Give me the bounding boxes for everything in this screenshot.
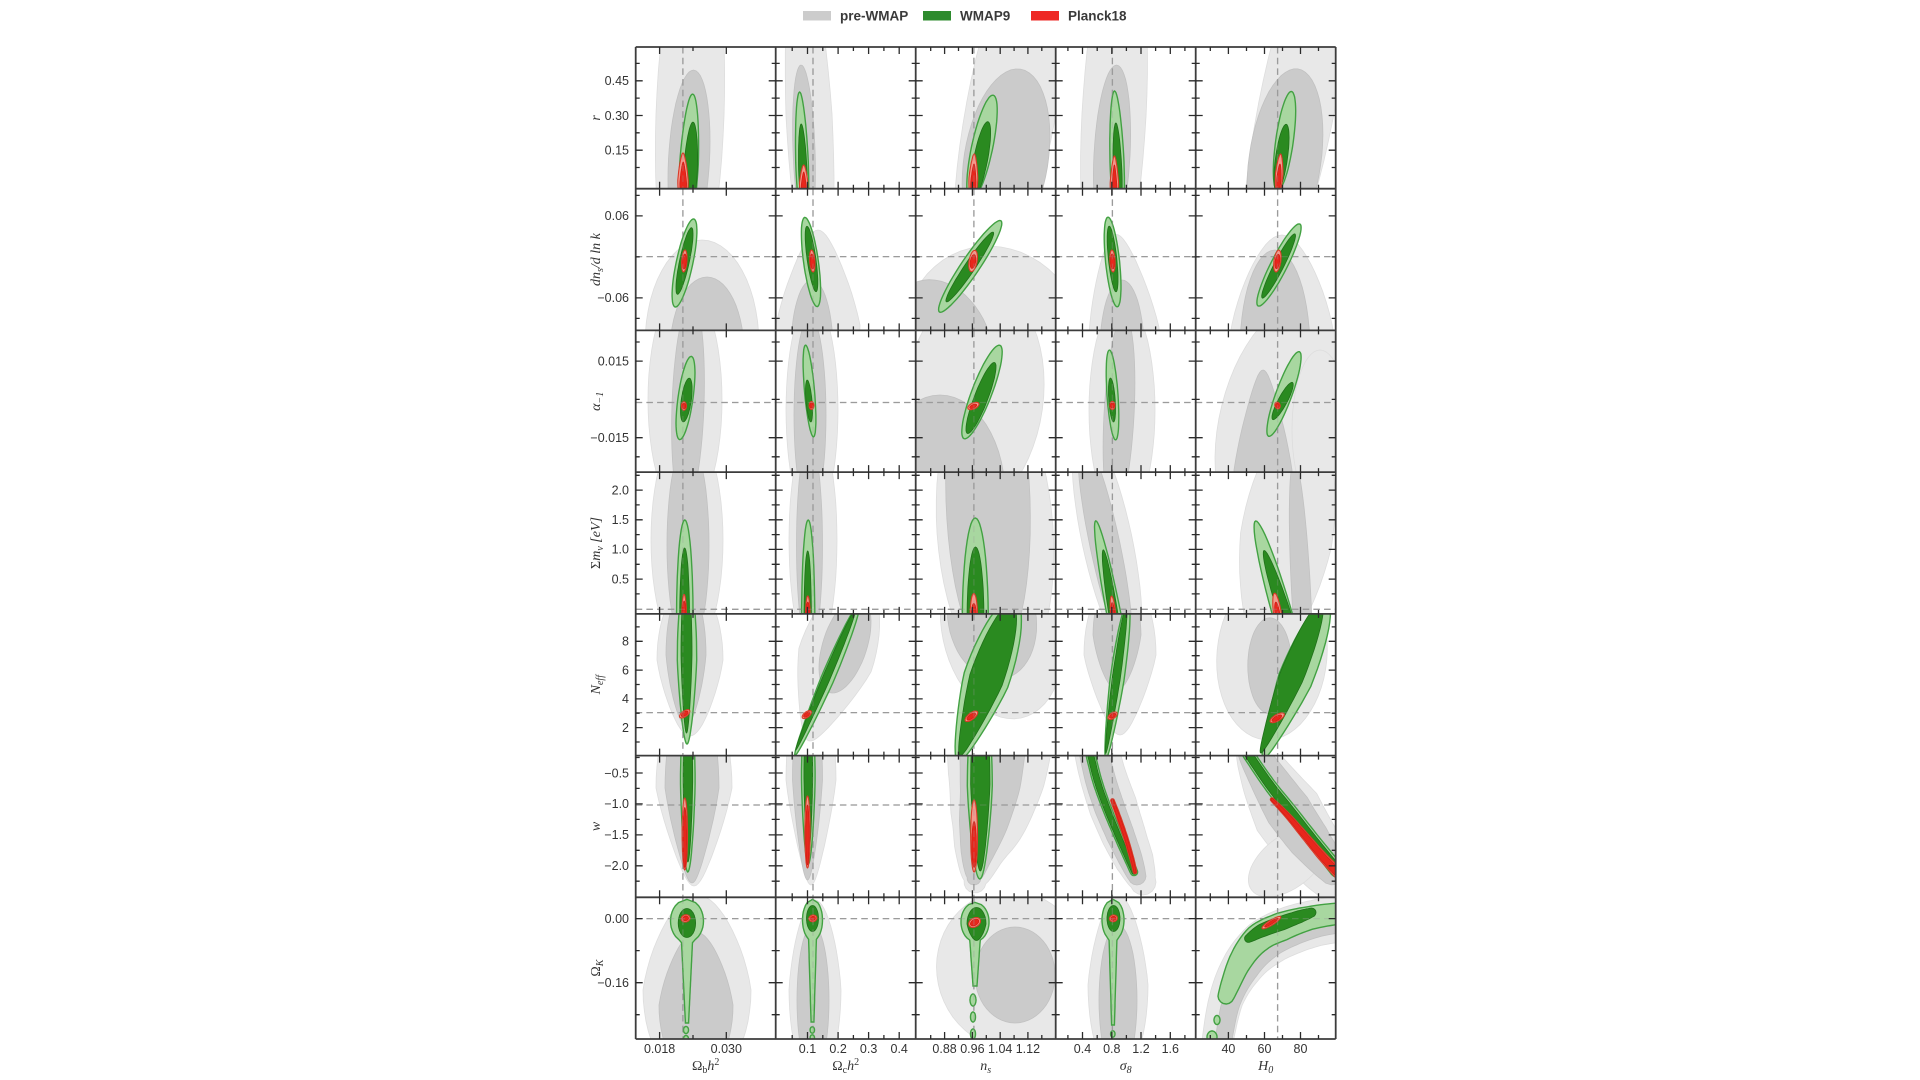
svg-text:ΩK​: ΩK​ — [589, 958, 606, 976]
svg-text:40: 40 — [1221, 1042, 1235, 1056]
svg-text:2: 2 — [622, 721, 629, 735]
svg-text:0.1: 0.1 — [799, 1042, 816, 1056]
svg-text:0.45: 0.45 — [605, 74, 629, 88]
svg-text:80: 80 — [1294, 1042, 1308, 1056]
svg-text:dns​/d ln k: dns​/d ln k — [589, 232, 606, 286]
svg-text:σ8​: σ8​ — [1120, 1059, 1132, 1076]
svg-text:Σmν​ [eV]: Σmν​ [eV] — [589, 517, 606, 569]
svg-text:Planck18: Planck18 — [1068, 9, 1127, 24]
svg-text:−0.16: −0.16 — [597, 976, 629, 990]
svg-text:4: 4 — [622, 692, 629, 706]
svg-text:0.2: 0.2 — [829, 1042, 846, 1056]
svg-text:0.3: 0.3 — [860, 1042, 877, 1056]
svg-text:pre-WMAP: pre-WMAP — [840, 9, 908, 24]
svg-text:0.5: 0.5 — [612, 572, 629, 586]
svg-text:60: 60 — [1258, 1042, 1272, 1056]
svg-text:8: 8 — [622, 635, 629, 649]
svg-text:1.0: 1.0 — [612, 543, 629, 557]
svg-text:Ωc​h2​: Ωc​h2​ — [832, 1057, 859, 1076]
svg-text:0.96: 0.96 — [960, 1042, 984, 1056]
svg-text:ns​: ns​ — [980, 1059, 991, 1076]
svg-text:2.0: 2.0 — [612, 483, 629, 497]
svg-text:−0.015: −0.015 — [590, 431, 629, 445]
svg-text:−1.0: −1.0 — [604, 797, 629, 811]
svg-text:1.2: 1.2 — [1132, 1042, 1149, 1056]
svg-text:0.030: 0.030 — [711, 1042, 742, 1056]
svg-text:−0.06: −0.06 — [597, 291, 629, 305]
svg-text:Ωb​h2​: Ωb​h2​ — [692, 1057, 719, 1076]
svg-text:w: w — [589, 821, 604, 831]
svg-text:1.04: 1.04 — [988, 1042, 1012, 1056]
svg-text:0.015: 0.015 — [598, 354, 629, 368]
svg-text:1.5: 1.5 — [612, 513, 629, 527]
svg-text:0.06: 0.06 — [605, 209, 629, 223]
svg-text:−0.5: −0.5 — [604, 766, 629, 780]
svg-text:0.88: 0.88 — [932, 1042, 956, 1056]
svg-text:6: 6 — [622, 663, 629, 677]
svg-text:0.4: 0.4 — [891, 1042, 908, 1056]
svg-text:r: r — [589, 115, 604, 121]
svg-text:0.00: 0.00 — [605, 912, 629, 926]
svg-text:0.8: 0.8 — [1103, 1042, 1120, 1056]
svg-text:0.30: 0.30 — [605, 109, 629, 123]
svg-text:−2.0: −2.0 — [604, 859, 629, 873]
svg-text:0.4: 0.4 — [1074, 1042, 1091, 1056]
svg-text:WMAP9: WMAP9 — [960, 9, 1010, 24]
svg-text:1.6: 1.6 — [1162, 1042, 1179, 1056]
svg-text:−1.5: −1.5 — [604, 828, 629, 842]
svg-text:0.018: 0.018 — [644, 1042, 675, 1056]
svg-text:0.15: 0.15 — [605, 144, 629, 158]
svg-text:1.12: 1.12 — [1016, 1042, 1040, 1056]
